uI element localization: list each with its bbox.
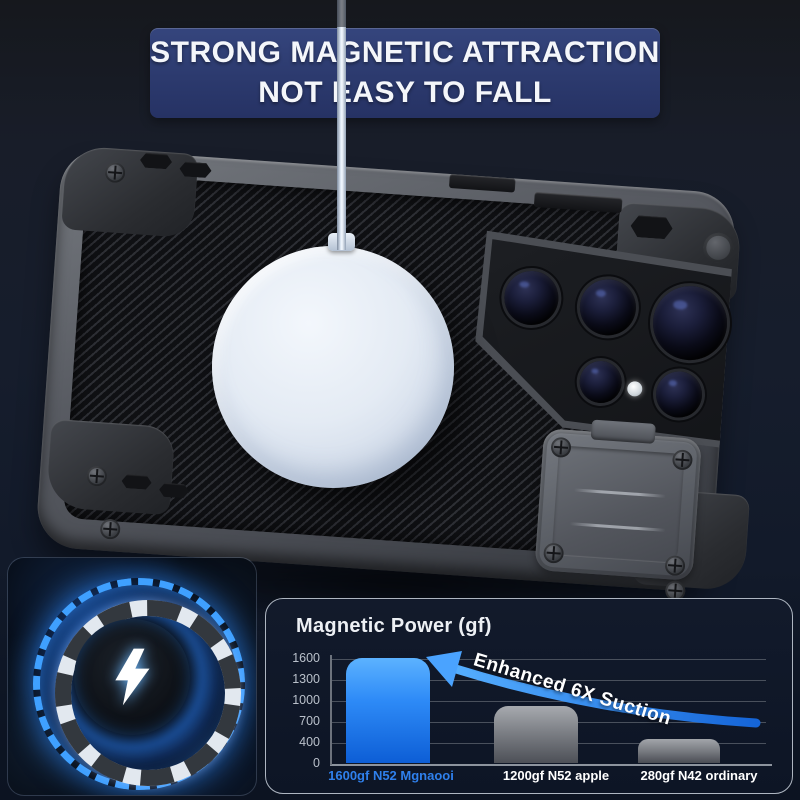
gridline (330, 680, 766, 681)
magsafe-charger-disc (212, 246, 454, 488)
x-axis-line (330, 764, 772, 766)
bar-label-mgnaooi: 1600gf N52 Mgnaooi (328, 768, 454, 783)
lightning-bolt-icon (115, 648, 150, 706)
magnetic-power-chart: Magnetic Power (gf) 1600 1300 1000 700 4… (265, 598, 793, 794)
bar-ordinary (638, 739, 720, 763)
kickstand (534, 419, 702, 581)
bar-label-ordinary: 280gf N42 ordinary (640, 768, 758, 783)
bar-label-apple: 1200gf N52 apple (502, 768, 610, 783)
kickstand-plate (551, 445, 685, 564)
corner-bumper-top-left (61, 145, 199, 239)
magnet-glow-ring (33, 578, 245, 790)
suction-arrow (426, 651, 761, 728)
charger-cable-shaded-top (337, 0, 346, 27)
headline-banner: STRONG MAGNETIC ATTRACTION NOT EASY TO F… (150, 28, 660, 118)
headline-line-1: STRONG MAGNETIC ATTRACTION (150, 36, 660, 69)
kickstand-hinge (590, 419, 656, 444)
y-tick: 1600 (292, 651, 320, 665)
gridline (330, 701, 766, 702)
corner-bumper-bottom-left (45, 418, 176, 516)
screw (671, 449, 694, 471)
y-tick: 400 (299, 735, 320, 749)
headline-line-2: NOT EASY TO FALL (258, 76, 552, 109)
bar-mgnaooi (346, 658, 430, 763)
charger-cable (337, 0, 346, 250)
bar-apple (494, 706, 578, 763)
y-tick: 0 (313, 756, 320, 770)
gridline (330, 659, 766, 660)
y-tick: 1000 (292, 693, 320, 707)
screw (542, 542, 565, 564)
magnet-energy-graphic (8, 558, 256, 795)
screw (664, 554, 686, 577)
y-axis-line (330, 655, 332, 765)
chart-title: Magnetic Power (gf) (296, 615, 492, 637)
y-tick: 1300 (292, 672, 320, 686)
y-tick: 700 (299, 714, 320, 728)
magnet-core (74, 619, 190, 735)
